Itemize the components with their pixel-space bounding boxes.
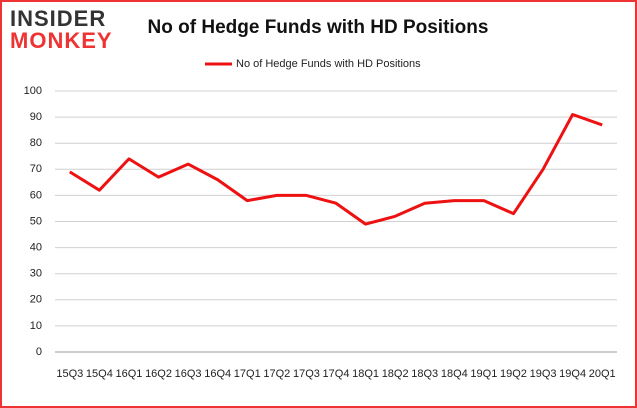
y-tick-label: 90: [30, 111, 42, 123]
y-tick-label: 40: [30, 242, 42, 254]
y-tick-label: 70: [30, 163, 42, 175]
x-tick-label: 18Q3: [411, 368, 438, 380]
y-tick-label: 30: [30, 268, 42, 280]
x-tick-label: 19Q1: [470, 368, 497, 380]
chart-title: No of Hedge Funds with HD Positions: [148, 17, 489, 38]
x-tick-label: 15Q3: [56, 368, 83, 380]
x-tick-label: 16Q1: [115, 368, 142, 380]
y-tick-label: 80: [30, 137, 42, 149]
y-tick-label: 10: [30, 320, 42, 332]
x-tick-label: 20Q1: [589, 368, 616, 380]
logo-top: INSIDER: [10, 6, 106, 31]
x-tick-label: 19Q3: [530, 368, 557, 380]
y-tick-label: 50: [30, 215, 42, 227]
y-tick-label: 60: [30, 189, 42, 201]
x-tick-label: 18Q4: [441, 368, 468, 380]
x-tick-label: 17Q4: [323, 368, 350, 380]
y-tick-label: 20: [30, 294, 42, 306]
x-tick-label: 16Q2: [145, 368, 172, 380]
x-tick-label: 18Q2: [382, 368, 409, 380]
x-tick-label: 16Q4: [204, 368, 231, 380]
x-tick-label: 17Q2: [263, 368, 290, 380]
x-tick-label: 16Q3: [175, 368, 202, 380]
x-tick-label: 17Q1: [234, 368, 261, 380]
data-line: [69, 112, 603, 226]
y-tick-label: 100: [24, 85, 42, 97]
x-tick-label: 19Q2: [500, 368, 527, 380]
legend-label: No of Hedge Funds with HD Positions: [236, 58, 421, 70]
x-tick-label: 15Q4: [86, 368, 113, 380]
x-tick-label: 18Q1: [352, 368, 379, 380]
x-tick-label: 19Q4: [559, 368, 586, 380]
logo-bottom: MONKEY: [10, 28, 113, 53]
x-tick-label: 17Q3: [293, 368, 320, 380]
y-tick-label: 0: [36, 346, 42, 358]
